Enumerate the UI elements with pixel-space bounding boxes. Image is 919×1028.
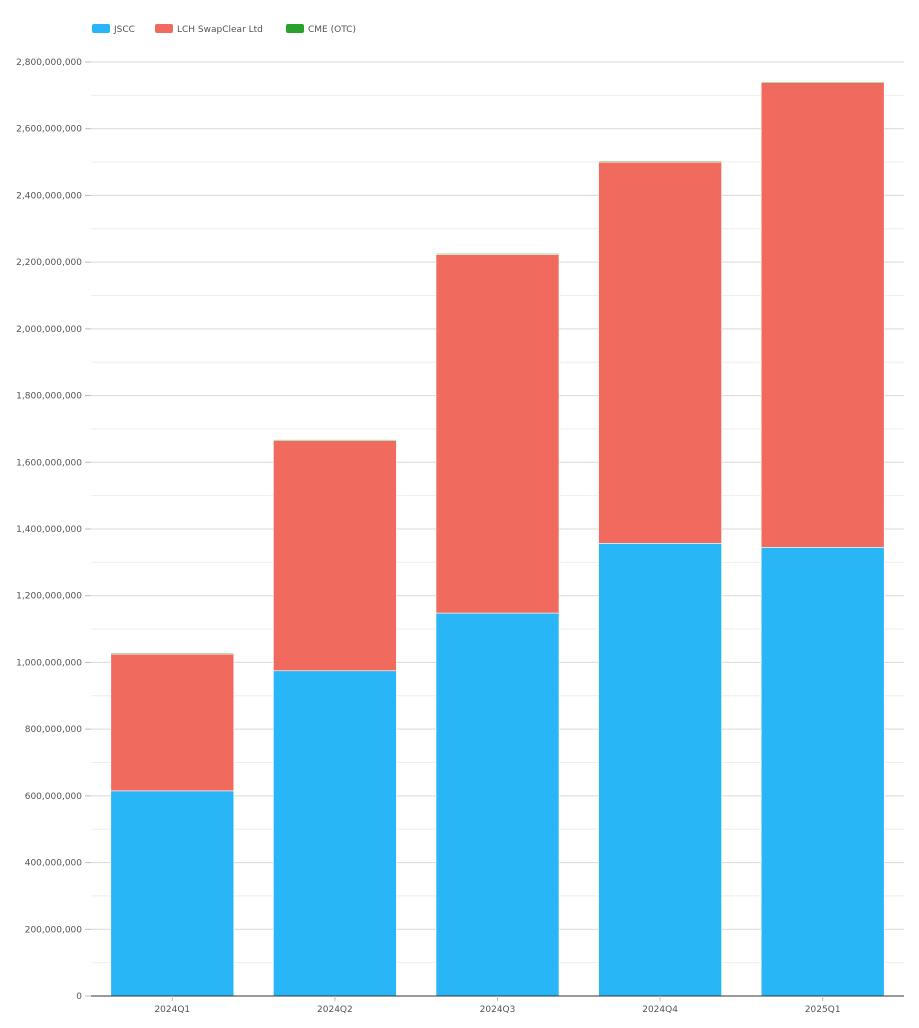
y-tick-label: 0 (76, 992, 82, 1002)
y-tick-label: 1,800,000,000 (16, 392, 82, 402)
bar-2024Q4-jscc (598, 543, 722, 997)
bar-2025Q1-lch-swapclear-ltd (760, 82, 885, 548)
x-tick-label: 2025Q1 (805, 1005, 841, 1015)
x-axis: 2024Q1 2024Q2 2024Q3 2024Q4 2025Q1 (91, 995, 904, 1015)
bar-2024Q1-jscc (110, 790, 235, 997)
bar-2024Q4-cme-otc- (598, 160, 722, 163)
legend-swatch-2 (286, 24, 304, 33)
x-tick-label: 2024Q3 (480, 1005, 516, 1015)
bar-2024Q4-lch-swapclear-ltd (598, 161, 722, 544)
bar-2024Q3-cme-otc- (435, 253, 560, 255)
x-tick-label: 2024Q4 (642, 1005, 678, 1015)
bar-2025Q1-cme-otc- (760, 81, 885, 83)
legend-swatch-1 (155, 24, 173, 33)
bar-2024Q3-lch-swapclear-ltd (435, 254, 560, 614)
bar-2025Q1-jscc (760, 547, 885, 997)
y-tick-label: 1,200,000,000 (16, 592, 82, 602)
chart-legend: JSCC LCH SwapClear Ltd CME (OTC) (92, 24, 356, 35)
bar-2024Q1-cme-otc- (110, 652, 235, 655)
y-tick-label: 2,200,000,000 (16, 258, 82, 268)
y-tick-label: 2,600,000,000 (16, 125, 82, 135)
bar-2024Q2-cme-otc- (273, 439, 397, 441)
bar-2024Q1-lch-swapclear-ltd (110, 653, 235, 792)
legend-swatch-0 (92, 24, 110, 33)
legend-label-1: LCH SwapClear Ltd (177, 25, 263, 35)
bar-2024Q2-lch-swapclear-ltd (273, 440, 397, 672)
x-tick-label: 2024Q2 (317, 1005, 353, 1015)
legend-label-2: CME (OTC) (308, 25, 356, 35)
bar-2024Q2-jscc (273, 670, 397, 997)
y-tick-label: 400,000,000 (25, 859, 83, 869)
y-tick-label: 2,800,000,000 (16, 58, 82, 68)
y-tick-label: 2,000,000,000 (16, 325, 82, 335)
y-axis: 0 200,000,000 400,000,000 600,000,000 800,00… (16, 58, 91, 1002)
bars-group (110, 81, 885, 997)
y-tick-label: 1,400,000,000 (16, 525, 82, 535)
y-tick-label: 1,000,000,000 (16, 658, 82, 668)
y-tick-label: 2,400,000,000 (16, 191, 82, 201)
y-tick-label: 800,000,000 (25, 725, 83, 735)
bar-2024Q3-jscc (435, 612, 560, 997)
x-tick-label: 2024Q1 (154, 1005, 190, 1015)
y-tick-label: 1,600,000,000 (16, 458, 82, 468)
y-tick-label: 200,000,000 (25, 925, 83, 935)
y-tick-label: 600,000,000 (25, 792, 83, 802)
legend-label-0: JSCC (113, 25, 135, 35)
